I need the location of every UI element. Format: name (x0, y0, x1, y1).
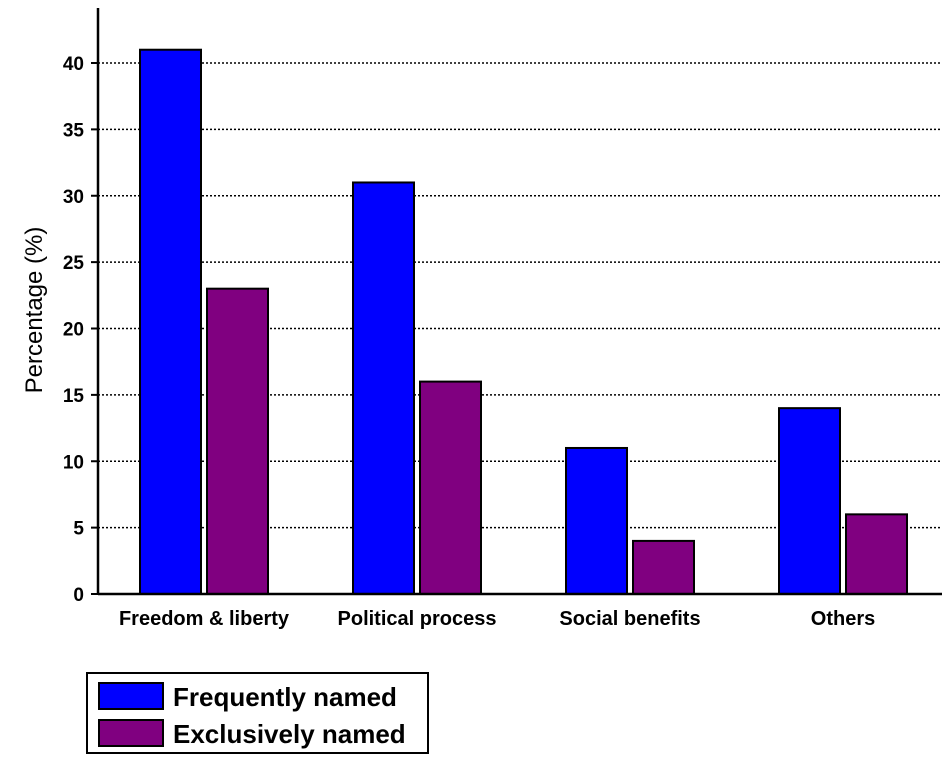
y-tick-label: 15 (63, 386, 85, 407)
y-tick-label: 25 (63, 253, 85, 274)
legend: Frequently named Exclusively named (86, 672, 429, 754)
y-tick-label: 5 (73, 519, 84, 540)
y-tick-label: 40 (63, 54, 84, 75)
bar-exclusively (632, 539, 695, 596)
bar-exclusively (206, 287, 269, 595)
legend-swatch-exclusively (98, 719, 164, 747)
bars (139, 48, 908, 596)
category-label: Freedom & liberty (119, 608, 290, 630)
legend-label-exclusively: Exclusively named (173, 719, 406, 749)
y-tick-labels: 0 5 10 15 20 25 30 35 40 (63, 54, 98, 606)
y-tick-label: 0 (73, 585, 84, 606)
bar-frequently (778, 407, 841, 595)
axes (96, 8, 942, 596)
bar-frequently (139, 48, 202, 596)
bar-exclusively (845, 513, 908, 595)
category-label: Others (811, 608, 875, 630)
legend-swatch-frequently (98, 682, 164, 710)
y-tick-label: 20 (63, 320, 84, 341)
category-label: Political process (338, 608, 497, 630)
legend-label-frequently: Frequently named (173, 682, 397, 712)
category-labels: Freedom & liberty Political process Social… (119, 608, 875, 630)
category-label: Social benefits (559, 608, 700, 630)
y-tick-label: 35 (63, 120, 85, 141)
y-axis-title: Percentage (%) (21, 227, 48, 394)
y-tick-label: 10 (63, 452, 84, 473)
bar-frequently (352, 181, 415, 595)
bar-exclusively (419, 380, 482, 595)
bar-frequently (565, 446, 628, 595)
y-tick-label: 30 (63, 187, 84, 208)
